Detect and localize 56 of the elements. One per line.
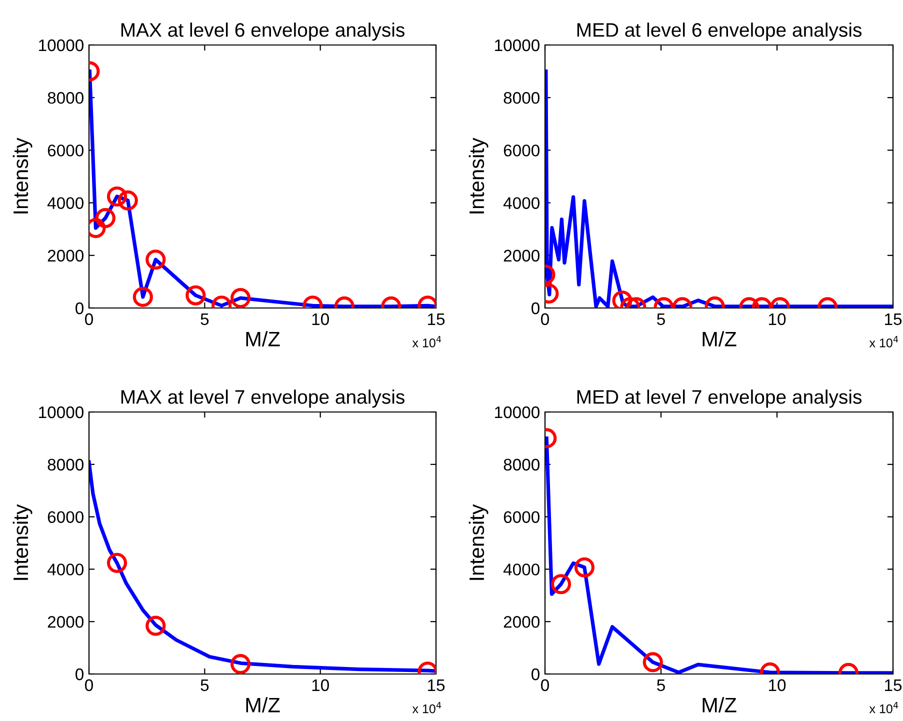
x-tick-label: 0 [541,679,549,692]
y-tick-label: 6000 [48,144,84,156]
y-tick-label: 10000 [39,39,84,52]
x-tick-label: 5 [657,313,665,326]
x-tick-label: 10 [312,679,329,692]
x-tick-label: 15 [885,679,902,692]
y-tick-label: 4000 [503,197,540,210]
x-tick-label: 10 [769,679,786,692]
y-tick-label: 0 [76,302,84,314]
x-tick-label: 0 [541,313,549,326]
text: x 10$^{4}$ [412,336,442,348]
y-tick-label: 2000 [48,616,84,628]
chart-title: MAX at level 7 envelope analysis [121,390,404,408]
y-tick-label: 0 [532,302,540,314]
y-axis-title: Intensity [468,504,488,580]
chart-title: MAX at level 6 envelope analysis [121,22,404,41]
y-tick-label: 6000 [504,511,540,524]
y-tick-label: 6000 [504,144,540,156]
x-axis-title: M/Z [246,697,280,712]
chart-title: MED at level 6 envelope analysis [577,22,862,41]
y-tick-label: 4000 [47,564,84,576]
y-tick-label: 2000 [504,250,540,262]
x-tick-label: 5 [657,679,665,692]
y-tick-label: 10000 [495,39,540,52]
x-tick-label: 15 [428,313,445,326]
x-tick-label: 5 [200,679,209,692]
y-tick-label: 6000 [48,511,84,524]
y-tick-label: 8000 [504,458,540,471]
x-tick-label: 0 [85,313,93,326]
y-tick-label: 2000 [48,250,84,262]
text: x 10$^{4}$ [412,702,442,714]
y-tick-label: 10000 [39,406,84,418]
y-tick-label: 0 [532,668,540,680]
y-tick-label: 10000 [495,406,540,418]
text: x 10$^{4}$ [869,702,898,714]
x-tick-label: 0 [85,679,93,692]
x-axis-title: M/Z [702,331,736,346]
y-axis-title: Intensity [12,504,32,580]
y-tick-label: 8000 [504,92,540,104]
x-axis-title: M/Z [246,331,280,346]
y-tick-label: 8000 [48,458,84,471]
x-tick-label: 5 [200,313,209,326]
x-axis-title: M/Z [702,697,736,712]
y-tick-label: 4000 [503,564,540,576]
y-tick-label: 8000 [48,92,84,104]
chart-title: MED at level 7 envelope analysis [577,390,862,408]
x-tick-label: 15 [885,313,902,326]
text: x 10$^{4}$ [869,336,898,348]
y-axis-title: Intensity [12,138,32,214]
y-axis-title: Intensity [468,138,488,214]
x-tick-label: 10 [312,313,329,326]
y-tick-label: 0 [76,668,84,680]
x-tick-label: 15 [428,679,445,692]
y-tick-label: 2000 [504,616,540,628]
y-tick-label: 4000 [47,197,84,210]
x-tick-label: 10 [769,313,786,326]
